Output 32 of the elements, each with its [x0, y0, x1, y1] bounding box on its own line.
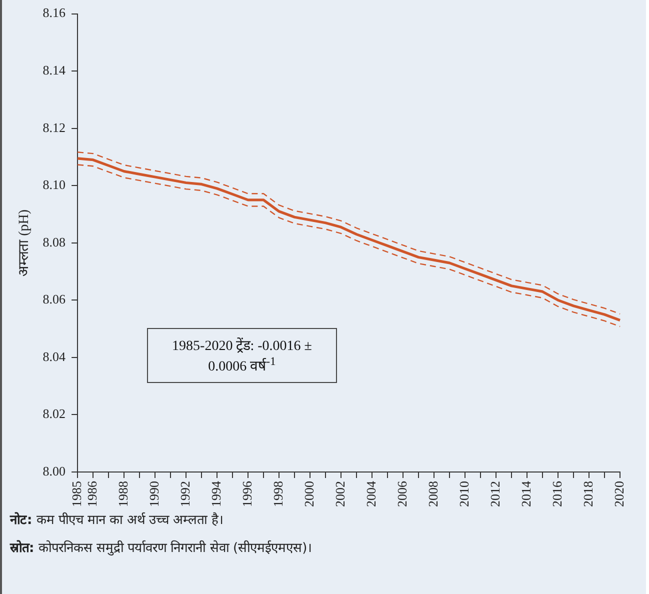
- y-tick-label: 8.10: [42, 177, 66, 192]
- text: स्रोत: कोपरनिकस समुद्री पर्यावरण निगरानी सेवा (सीएमईएमएस)।: [10, 541, 312, 556]
- note-box: 1985-2020 ट्रेंड: -0.0016 ± 0.0006 वर्ष$^{-1}$: [147, 328, 337, 383]
- y-tick-label: 8.02: [42, 406, 66, 422]
- y-tick-label: 8.00: [42, 463, 66, 478]
- y-tick-label: 8.12: [42, 120, 66, 135]
- x-tick-label: 1985: [68, 481, 84, 507]
- x-tick-label: 2008: [425, 481, 440, 507]
- x-tick-label: 1990: [146, 481, 162, 507]
- y-axis-title: अम्लता (pH): [17, 209, 32, 276]
- x-tick-label: 1988: [115, 481, 130, 507]
- x-tick-label: 2012: [487, 481, 502, 507]
- y-tick-label: 8.16: [42, 5, 66, 20]
- x-tick-label: 2006: [394, 480, 410, 507]
- x-tick-label: 1996: [239, 480, 254, 507]
- x-tick-label: 2020: [611, 481, 626, 507]
- x-tick-label: 2002: [332, 481, 348, 507]
- x-tick-label: 2010: [456, 481, 472, 507]
- x-tick-label: 2004: [363, 480, 378, 507]
- y-tick-label: 8.04: [42, 348, 66, 364]
- x-tick-label: 1994: [208, 480, 224, 507]
- x-tick-label: 1992: [177, 481, 192, 507]
- x-tick-label: 2000: [301, 481, 316, 507]
- x-tick-label: 1986: [84, 480, 100, 507]
- x-tick-label: 2016: [549, 480, 564, 507]
- x-tick-label: 2018: [580, 481, 596, 507]
- text: नोट: कम पीएच मान का अर्थ उच्च अम्लता है।: [10, 513, 224, 528]
- y-tick-label: 8.08: [42, 234, 66, 250]
- y-tick-label: 8.06: [42, 292, 66, 307]
- y-tick-label: 8.14: [42, 62, 66, 78]
- x-tick-label: 2014: [518, 480, 534, 507]
- x-tick-label: 1998: [270, 481, 286, 507]
